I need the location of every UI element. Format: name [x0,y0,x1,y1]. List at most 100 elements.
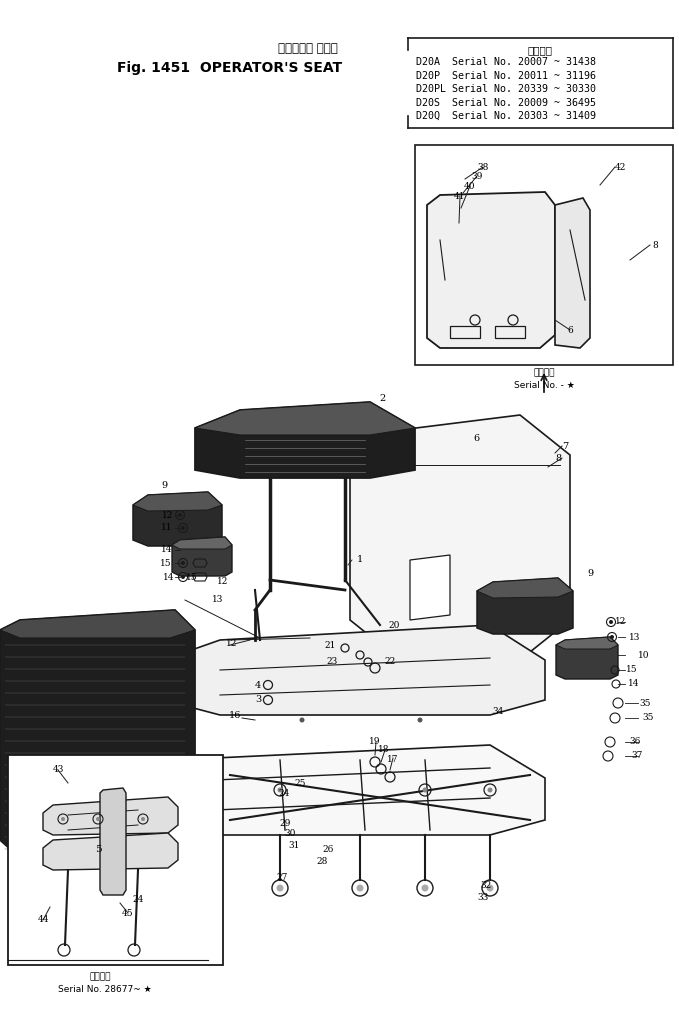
Text: 1: 1 [357,555,363,564]
Polygon shape [0,610,195,858]
Bar [415,145,673,365]
Circle shape [356,884,363,891]
Text: 44: 44 [37,916,49,925]
Text: D20Q  Serial No. 20303 ~ 31409: D20Q Serial No. 20303 ~ 31409 [416,111,596,121]
Text: 36: 36 [629,738,641,746]
Text: 14: 14 [628,679,640,688]
Text: 適用号機: 適用号機 [528,45,553,55]
Text: 7: 7 [562,442,568,451]
Polygon shape [477,578,573,598]
Text: 30: 30 [285,828,295,837]
Text: 12: 12 [615,617,627,626]
Polygon shape [350,415,570,660]
Polygon shape [0,610,195,638]
Text: 27: 27 [276,873,288,881]
Circle shape [178,513,182,517]
Bar [450,326,480,338]
Text: 19: 19 [369,738,381,746]
Polygon shape [477,578,573,634]
Text: 2: 2 [379,394,385,403]
Text: 35: 35 [639,698,650,707]
Text: 11: 11 [161,524,172,533]
Text: D20PL Serial No. 20339 ~ 30330: D20PL Serial No. 20339 ~ 30330 [416,84,596,94]
Text: 10: 10 [638,651,650,660]
Text: 8: 8 [652,241,658,250]
Text: D20P  Serial No. 20011 ~ 31196: D20P Serial No. 20011 ~ 31196 [416,70,596,80]
Text: 18: 18 [378,745,390,754]
Text: 29: 29 [279,818,291,827]
Polygon shape [195,402,415,435]
Polygon shape [133,492,222,511]
Text: 24: 24 [278,789,290,798]
Polygon shape [172,537,232,576]
Text: 28: 28 [316,858,328,867]
Text: 40: 40 [464,182,476,191]
Text: 適用号機: 適用号機 [89,972,111,982]
Circle shape [486,884,494,891]
Text: Fig. 1451  OPERATOR'S SEAT: Fig. 1451 OPERATOR'S SEAT [117,61,343,75]
Text: 15: 15 [186,572,198,582]
Text: 17: 17 [387,755,399,764]
Text: 12: 12 [226,638,238,648]
Text: 14: 14 [161,545,172,554]
Text: 39: 39 [471,172,483,181]
Polygon shape [133,492,222,546]
Text: D20S  Serial No. 20009 ~ 36495: D20S Serial No. 20009 ~ 36495 [416,97,596,108]
Polygon shape [160,745,545,835]
Polygon shape [100,788,126,895]
Polygon shape [195,402,415,478]
Circle shape [299,718,304,723]
Text: 9: 9 [161,480,167,489]
Polygon shape [556,637,618,649]
Text: 32: 32 [480,880,492,889]
Text: 34: 34 [492,707,504,717]
Polygon shape [163,625,545,715]
Bar [8,755,223,965]
Text: 3: 3 [255,695,261,704]
Text: オペレータ シート: オペレータ シート [278,42,338,55]
Polygon shape [43,833,178,870]
Polygon shape [410,555,450,620]
Text: 33: 33 [477,892,489,901]
Circle shape [488,788,492,793]
Text: 26: 26 [323,845,333,855]
Text: 35: 35 [642,714,654,723]
Circle shape [609,620,613,624]
Text: 43: 43 [52,765,64,774]
Polygon shape [43,797,178,835]
Text: 38: 38 [477,162,489,172]
Text: 16: 16 [229,710,241,720]
Text: 8: 8 [555,454,561,463]
Circle shape [181,561,185,565]
Text: 4: 4 [255,680,261,689]
Circle shape [278,788,282,793]
Text: 5: 5 [94,845,101,855]
Text: 6: 6 [473,433,479,443]
Text: 適用号機: 適用号機 [533,368,555,378]
Text: 31: 31 [289,841,299,851]
Text: 24: 24 [132,895,144,904]
Text: 13: 13 [629,632,641,641]
Circle shape [181,526,185,530]
Text: 12: 12 [217,578,229,587]
Circle shape [422,884,428,891]
Text: 9: 9 [587,568,593,578]
Circle shape [61,817,65,821]
Polygon shape [427,192,555,348]
Circle shape [141,817,145,821]
Text: 12: 12 [162,511,174,520]
Text: D20A  Serial No. 20007 ~ 31438: D20A Serial No. 20007 ~ 31438 [416,57,596,67]
Circle shape [422,788,428,793]
Text: 22: 22 [384,658,396,667]
Polygon shape [172,537,232,549]
Text: 15: 15 [160,558,172,567]
Text: 6: 6 [567,326,573,335]
Text: 20: 20 [388,621,400,630]
Text: 37: 37 [631,751,643,760]
Polygon shape [556,637,618,679]
Text: 41: 41 [454,192,466,201]
Text: 13: 13 [213,596,223,605]
Polygon shape [555,198,590,348]
Text: 25: 25 [294,779,306,788]
Text: 42: 42 [614,162,625,172]
